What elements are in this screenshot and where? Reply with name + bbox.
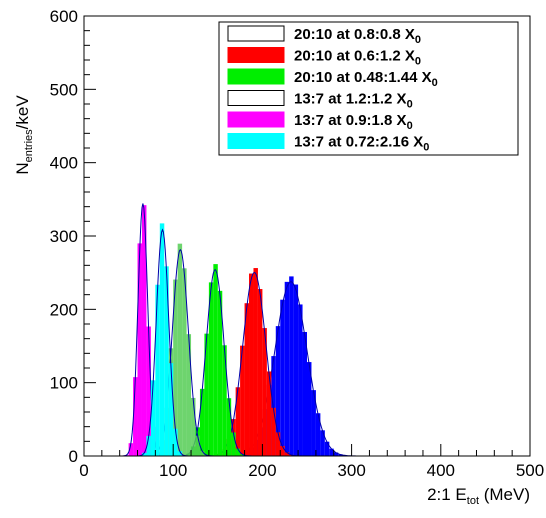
- bar: [280, 445, 285, 456]
- bar: [329, 448, 334, 456]
- bar: [262, 328, 267, 456]
- bar: [177, 451, 183, 456]
- bar: [182, 268, 187, 456]
- bar: [146, 326, 151, 456]
- legend-label: 13:7 at 0.72:2.16 X0: [294, 134, 429, 154]
- bar: [298, 304, 303, 456]
- y-tick-label: 100: [50, 374, 78, 393]
- bar: [141, 205, 147, 456]
- bar: [324, 441, 330, 456]
- bar: [217, 290, 223, 456]
- bar: [173, 279, 178, 456]
- bar: [333, 452, 339, 456]
- legend-box: [218, 21, 519, 156]
- bar: [289, 454, 294, 456]
- bar: [164, 266, 169, 456]
- bar: [195, 435, 200, 456]
- bar: [208, 282, 214, 456]
- bar: [257, 289, 263, 456]
- bar: [244, 303, 250, 456]
- y-axis-title: Nentries/keV: [13, 95, 35, 175]
- legend-swatch: [227, 25, 285, 42]
- bar: [204, 333, 209, 456]
- bar: [275, 432, 281, 456]
- bar: [222, 345, 227, 456]
- y-tick-label: 500: [50, 80, 78, 99]
- legend-label: 20:10 at 0.48:1.44 X0: [294, 69, 438, 89]
- bar: [235, 387, 241, 456]
- legend-label: 13:7 at 0.9:1.8 X0: [294, 112, 413, 132]
- histogram-layer: [119, 203, 361, 457]
- y-tick-label: 400: [50, 154, 78, 173]
- legend-label: 13:7 at 1.2:1.2 X0: [294, 91, 413, 111]
- bar: [155, 284, 160, 456]
- x-tick-label: 500: [516, 461, 544, 480]
- bar: [302, 331, 307, 456]
- legend-swatch: [227, 90, 285, 106]
- bar: [284, 452, 290, 456]
- bar: [284, 281, 290, 456]
- bar: [275, 326, 281, 456]
- bar: [226, 398, 232, 456]
- y-tick-label: 0: [69, 447, 78, 466]
- bar: [199, 388, 205, 456]
- x-axis-title: 2:1 Etot (MeV): [427, 485, 530, 507]
- series-5: [133, 223, 191, 457]
- bar: [315, 413, 321, 456]
- bar: [311, 390, 316, 456]
- bar: [137, 243, 142, 456]
- bar: [141, 452, 147, 456]
- bar: [150, 380, 156, 456]
- series-2: [177, 264, 254, 457]
- bar: [231, 432, 236, 456]
- bar: [266, 371, 272, 456]
- y-tick-label: 200: [50, 300, 78, 319]
- bar: [240, 345, 245, 456]
- bar: [338, 454, 343, 456]
- bar: [289, 276, 294, 456]
- bar: [293, 284, 299, 456]
- bar: [159, 223, 165, 456]
- bar: [213, 264, 218, 456]
- legend-swatch: [227, 133, 285, 149]
- x-tick-label: 400: [427, 461, 455, 480]
- x-tick-label: 0: [79, 461, 88, 480]
- legend-label: 20:10 at 0.6:1.2 X0: [294, 48, 421, 68]
- axis-layer: 0 100 200 300 400 500 0 100 200 300 400 500 600: [50, 7, 545, 480]
- legend-swatch: [227, 47, 285, 63]
- bar: [199, 450, 205, 456]
- bar: [320, 430, 325, 456]
- bar: [307, 362, 312, 456]
- bar: [280, 299, 285, 456]
- legend-swatch: [227, 68, 285, 85]
- bar: [128, 443, 134, 456]
- x-tick-label: 100: [159, 461, 187, 480]
- fit-curve: [133, 228, 191, 457]
- bar: [249, 273, 254, 456]
- bar: [240, 454, 245, 456]
- bar: [191, 397, 196, 456]
- bar: [253, 268, 258, 456]
- x-tick-label: 200: [248, 461, 276, 480]
- x-tick-label: 300: [337, 461, 365, 480]
- bar: [146, 435, 151, 456]
- legend-label: 20:10 at 0.8:0.8 X0: [294, 26, 421, 46]
- legend-swatch: [227, 111, 285, 128]
- bar: [168, 363, 174, 456]
- bar: [186, 334, 192, 456]
- bar: [271, 407, 276, 456]
- bar: [235, 448, 241, 456]
- bar: [177, 243, 183, 456]
- bar: [173, 428, 178, 456]
- bar: [133, 377, 138, 456]
- y-tick-label: 600: [50, 7, 78, 26]
- y-tick-label: 300: [50, 227, 78, 246]
